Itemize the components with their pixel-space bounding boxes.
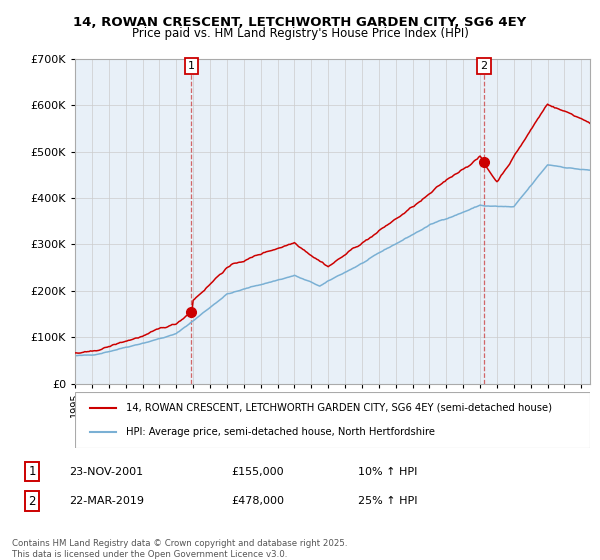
Text: 2: 2 bbox=[481, 61, 487, 71]
Text: 10% ↑ HPI: 10% ↑ HPI bbox=[358, 466, 417, 477]
Text: 22-MAR-2019: 22-MAR-2019 bbox=[70, 496, 145, 506]
Text: 1: 1 bbox=[28, 465, 36, 478]
Text: 2: 2 bbox=[28, 494, 36, 508]
FancyBboxPatch shape bbox=[75, 392, 590, 448]
Text: £478,000: £478,000 bbox=[231, 496, 284, 506]
Text: 25% ↑ HPI: 25% ↑ HPI bbox=[358, 496, 417, 506]
Text: Contains HM Land Registry data © Crown copyright and database right 2025.
This d: Contains HM Land Registry data © Crown c… bbox=[12, 539, 347, 559]
Text: 14, ROWAN CRESCENT, LETCHWORTH GARDEN CITY, SG6 4EY: 14, ROWAN CRESCENT, LETCHWORTH GARDEN CI… bbox=[73, 16, 527, 29]
Text: 14, ROWAN CRESCENT, LETCHWORTH GARDEN CITY, SG6 4EY (semi-detached house): 14, ROWAN CRESCENT, LETCHWORTH GARDEN CI… bbox=[127, 403, 553, 413]
Text: Price paid vs. HM Land Registry's House Price Index (HPI): Price paid vs. HM Land Registry's House … bbox=[131, 27, 469, 40]
Text: HPI: Average price, semi-detached house, North Hertfordshire: HPI: Average price, semi-detached house,… bbox=[127, 427, 436, 437]
Text: 23-NOV-2001: 23-NOV-2001 bbox=[70, 466, 144, 477]
Text: 1: 1 bbox=[188, 61, 195, 71]
Text: £155,000: £155,000 bbox=[231, 466, 284, 477]
